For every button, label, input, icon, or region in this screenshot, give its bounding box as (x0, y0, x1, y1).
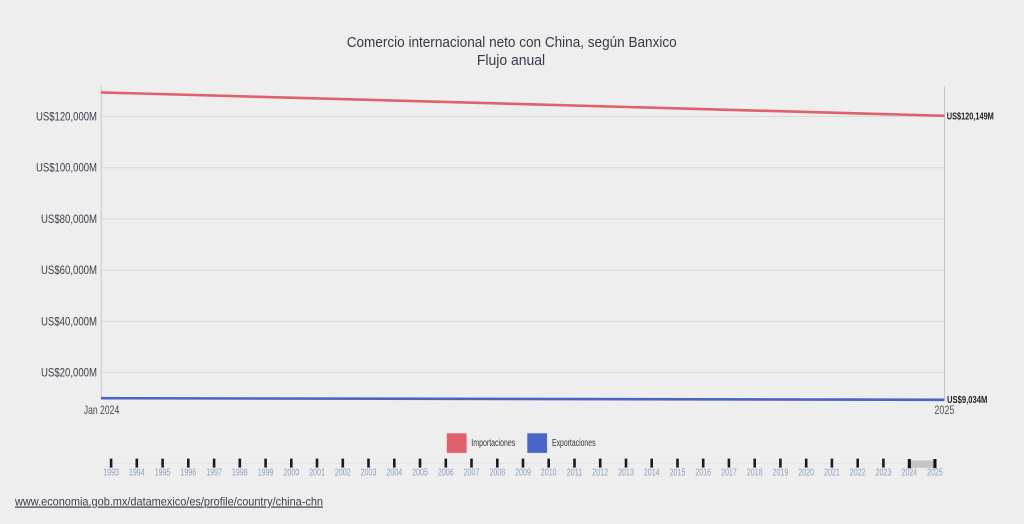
svg-text:2001: 2001 (309, 467, 325, 478)
svg-text:1998: 1998 (232, 467, 248, 478)
svg-text:2025: 2025 (927, 467, 943, 478)
svg-text:2007: 2007 (464, 467, 480, 478)
svg-text:2015: 2015 (670, 467, 686, 478)
svg-text:2004: 2004 (386, 467, 402, 478)
svg-text:2021: 2021 (824, 467, 840, 478)
svg-text:1995: 1995 (155, 467, 171, 478)
svg-text:2022: 2022 (850, 467, 866, 478)
svg-text:2000: 2000 (283, 467, 299, 478)
svg-text:Jan 2024: Jan 2024 (84, 403, 120, 417)
svg-text:2006: 2006 (438, 467, 454, 478)
svg-text:2002: 2002 (335, 467, 351, 478)
svg-text:2017: 2017 (721, 467, 737, 478)
svg-text:2014: 2014 (644, 467, 660, 478)
svg-text:US$100,000M: US$100,000M (36, 161, 97, 175)
svg-text:www.economia.gob.mx/datamexico: www.economia.gob.mx/datamexico/es/profil… (14, 495, 323, 509)
svg-text:2023: 2023 (876, 467, 892, 478)
svg-text:2016: 2016 (695, 467, 711, 478)
svg-text:2005: 2005 (412, 467, 428, 478)
svg-text:Exportaciones: Exportaciones (552, 438, 596, 449)
svg-text:2025: 2025 (934, 403, 954, 417)
svg-text:2019: 2019 (773, 467, 789, 478)
svg-text:Importaciones: Importaciones (471, 438, 515, 449)
svg-text:US$60,000M: US$60,000M (41, 263, 97, 277)
svg-text:2010: 2010 (541, 467, 557, 478)
svg-text:Comercio internacional neto co: Comercio internacional neto con China, s… (347, 34, 677, 51)
svg-text:2003: 2003 (361, 467, 377, 478)
svg-text:US$120,000M: US$120,000M (36, 110, 97, 124)
svg-text:2020: 2020 (798, 467, 814, 478)
svg-text:2009: 2009 (515, 467, 531, 478)
svg-text:2024: 2024 (901, 467, 917, 478)
svg-text:1997: 1997 (206, 467, 222, 478)
svg-text:US$120,149M: US$120,149M (947, 111, 994, 122)
svg-text:Flujo anual: Flujo anual (477, 52, 545, 69)
svg-text:US$20,000M: US$20,000M (41, 365, 97, 379)
svg-text:2018: 2018 (747, 467, 763, 478)
svg-text:2008: 2008 (489, 467, 505, 478)
svg-text:2011: 2011 (567, 467, 583, 478)
svg-text:US$80,000M: US$80,000M (41, 212, 97, 226)
svg-text:1999: 1999 (258, 467, 274, 478)
svg-text:2013: 2013 (618, 467, 634, 478)
svg-text:1993: 1993 (103, 467, 119, 478)
svg-text:US$9,034M: US$9,034M (947, 395, 987, 406)
svg-text:US$40,000M: US$40,000M (41, 314, 97, 328)
svg-text:2012: 2012 (592, 467, 608, 478)
svg-text:1994: 1994 (129, 467, 145, 478)
svg-text:1996: 1996 (180, 467, 196, 478)
